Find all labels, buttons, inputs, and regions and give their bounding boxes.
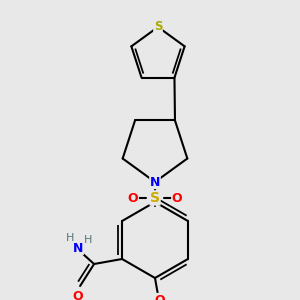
Text: O: O — [172, 191, 182, 205]
Text: O: O — [128, 191, 138, 205]
Text: N: N — [150, 176, 160, 188]
Text: N: N — [73, 242, 83, 254]
Text: S: S — [150, 191, 160, 205]
Text: O: O — [73, 290, 83, 300]
Text: O: O — [155, 293, 165, 300]
Text: S: S — [154, 20, 162, 34]
Text: H: H — [84, 235, 92, 245]
Text: H: H — [66, 233, 74, 243]
